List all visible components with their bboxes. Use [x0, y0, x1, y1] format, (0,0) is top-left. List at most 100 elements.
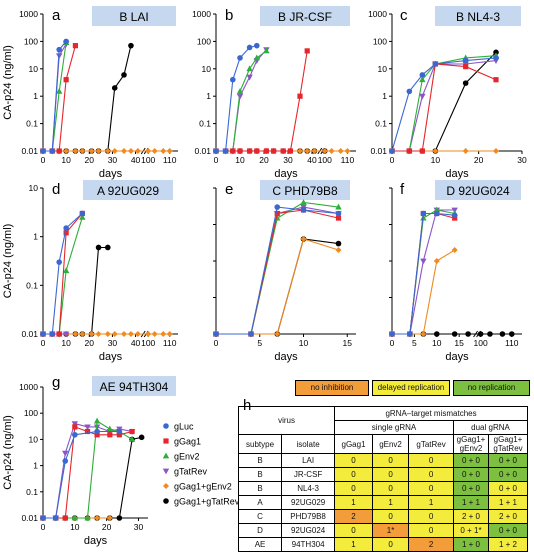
data-point — [300, 236, 307, 243]
y-tick-label: 100 — [24, 36, 38, 46]
key-delayed-replication: delayed replication — [372, 380, 450, 396]
panel-e — [212, 180, 356, 338]
key-no-replication: no replication — [453, 380, 530, 396]
data-point — [452, 215, 458, 221]
data-point — [230, 76, 236, 83]
x-axis-label: days — [445, 168, 469, 180]
cell-value: 2 + 0 — [488, 509, 528, 524]
series-line — [43, 41, 67, 152]
series-line — [392, 60, 497, 152]
panel-title-box — [83, 180, 173, 200]
data-point — [134, 331, 141, 337]
series-gLuc — [40, 210, 86, 337]
data-point — [62, 458, 69, 464]
panel-title-box — [260, 6, 350, 26]
series-gGag1+gTatRev — [40, 244, 111, 337]
data-point — [116, 428, 123, 435]
data-point — [406, 148, 412, 154]
data-point — [335, 203, 342, 210]
table-header-row-3: subtype isolate gGag1 gEnv2 gTatRev gGag… — [237, 434, 528, 454]
panel-d — [39, 180, 178, 338]
cell-value: 1 — [334, 537, 373, 552]
x-axis-label: days — [99, 168, 123, 180]
data-point — [263, 148, 269, 154]
data-point — [121, 148, 127, 154]
data-point — [237, 148, 243, 154]
y-tick-label: 0.1 — [199, 119, 211, 129]
panel-title-box — [435, 6, 521, 26]
key-no-replication-label: no replication — [467, 383, 516, 392]
data-point — [151, 331, 158, 337]
data-point — [40, 331, 46, 337]
y-tick-label: 0.1 — [26, 487, 38, 497]
data-point — [236, 87, 244, 94]
data-point — [56, 259, 62, 265]
legend-marker — [163, 483, 169, 489]
key-no-inhibition: no inhibition — [295, 380, 369, 396]
x-tick-label: 0 — [214, 338, 219, 348]
data-point — [72, 424, 78, 430]
data-point — [84, 514, 91, 521]
data-point — [56, 87, 63, 94]
series-gGag1 — [389, 61, 499, 154]
header-col-env2: gEnv2 — [371, 434, 410, 454]
series-gGag1 — [389, 210, 458, 337]
y-tick-label: 10 — [202, 64, 212, 74]
x-tick-label: 20 — [474, 155, 484, 165]
data-point — [94, 515, 101, 521]
data-point — [280, 148, 286, 154]
data-point — [419, 76, 426, 83]
series-gLuc — [40, 428, 123, 521]
data-point — [121, 331, 127, 337]
series-line — [43, 422, 133, 519]
x-tick-label: 40 — [131, 338, 141, 348]
panel-letter: a — [52, 7, 61, 24]
x-tick-label: 30 — [108, 338, 118, 348]
panel-title: B NL4-3 — [456, 10, 500, 24]
data-point — [236, 93, 244, 100]
series-gLuc — [213, 42, 260, 154]
x-tick-label: 0 — [390, 155, 395, 165]
data-point — [134, 148, 141, 154]
series-gLuc — [40, 38, 69, 154]
cell-value: 2 — [408, 537, 454, 552]
y-tick-label: 1 — [33, 91, 38, 101]
data-point — [56, 331, 62, 337]
x-tick-label: 30 — [134, 522, 144, 532]
data-point — [274, 210, 280, 217]
data-point — [462, 80, 469, 86]
data-point — [213, 148, 219, 154]
x-tick-label: 40 — [131, 155, 141, 165]
mismatch-table: virus gRNA–target mismatches single gRNA… — [237, 406, 528, 552]
data-point — [95, 244, 102, 251]
cell-value: 2 — [334, 509, 373, 524]
legend-marker — [163, 498, 169, 504]
header-single: single gRNA — [334, 420, 454, 435]
cell-subtype: B — [237, 481, 283, 496]
data-point — [138, 434, 145, 441]
data-point — [72, 331, 79, 337]
x-tick-label: 110 — [163, 155, 177, 165]
key-delayed-replication-label: delayed replication — [377, 383, 445, 392]
series-line — [392, 212, 455, 335]
header-dual: dual gRNA — [453, 420, 528, 435]
series-line — [216, 50, 267, 152]
data-point — [88, 148, 95, 154]
data-point — [129, 428, 135, 435]
data-point — [84, 428, 91, 435]
legend-label: gGag1+gEnv2 — [174, 482, 232, 492]
x-tick-label: 100 — [318, 155, 332, 165]
x-tick-label: 0 — [41, 155, 46, 165]
data-point — [116, 515, 123, 521]
panel-title: B LAI — [119, 10, 148, 24]
data-point — [63, 148, 70, 154]
legend — [162, 423, 170, 504]
table-header-row-1: virus gRNA–target mismatches — [237, 406, 528, 435]
header-subtype: subtype — [237, 434, 283, 454]
x-axis-label: days — [274, 351, 298, 363]
x-tick-label: 30 — [283, 155, 293, 165]
series-line — [216, 238, 339, 335]
